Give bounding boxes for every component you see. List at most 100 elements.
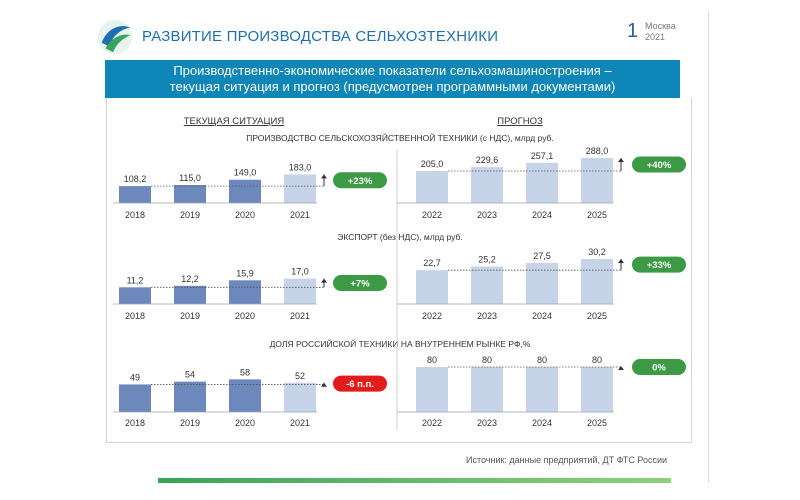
row3-current-change-badge [333, 375, 387, 392]
row2-forecast-bar-2022 [416, 270, 448, 304]
row3-forecast-year-label-2023: 2023 [477, 418, 497, 428]
row1-current-value-label-2019: 115,0 [179, 173, 201, 183]
banner-line-1: Производственно-экономические показатели… [173, 63, 612, 78]
row3-current-year-label-2019: 2019 [180, 418, 200, 428]
company-logo-icon [97, 19, 133, 55]
row1-forecast-value-label-2024: 257,1 [531, 151, 554, 161]
row3-current-change-arrow-head-icon [321, 382, 327, 387]
row2-forecast-value-label-2023: 25,2 [478, 254, 496, 264]
row2-forecast-change-badge-text: +33% [647, 260, 672, 271]
row2-current-bar-2019 [174, 285, 206, 304]
row2-current-year-label-2019: 2019 [180, 311, 200, 321]
row1-forecast-bar-2022 [416, 170, 448, 203]
row1-forecast-bar-2023 [471, 167, 503, 203]
row-title-3: ДОЛЯ РОССИЙСКОЙ ТЕХНИКИ НА ВНУТРЕННЕМ РЫ… [270, 338, 531, 349]
row-title-2: ЭКСПОРТ (без НДС), млрд руб. [337, 232, 463, 242]
year-label: 2021 [645, 32, 666, 42]
row1-current-bar-2018 [119, 186, 151, 203]
subtitle-banner: Производственно-экономические показатели… [105, 60, 680, 98]
row2-forecast-bar-2024 [526, 263, 558, 304]
row2-current-change-arrow-head-icon [321, 278, 327, 283]
banner-line-2: текущая ситуация и прогноз (предусмотрен… [169, 79, 616, 94]
row1-forecast-change-badge-text: +40% [647, 160, 672, 171]
row3-forecast-value-label-2023: 80 [482, 355, 492, 365]
row3-current-value-label-2021: 52 [295, 371, 305, 381]
row2-forecast-value-label-2024: 27,5 [533, 251, 551, 261]
row2-forecast-value-label-2025: 30,2 [588, 247, 606, 257]
row2-current-value-label-2018: 11,2 [127, 275, 144, 285]
row2-current-value-label-2021: 17,0 [291, 267, 309, 277]
row2-forecast-year-label-2023: 2023 [477, 311, 497, 321]
row2-current-change-badge [333, 274, 387, 291]
row1-current-bar-2020 [229, 179, 261, 203]
left-header: ТЕКУЩАЯ СИТУАЦИЯ [184, 116, 285, 127]
row1-forecast-year-label-2025: 2025 [587, 210, 607, 220]
row-title-1: ПРОИЗВОДСТВО СЕЛЬСКОХОЗЯЙСТВЕННОЙ ТЕХНИК… [246, 132, 554, 143]
row1-current-year-label-2021: 2021 [290, 210, 310, 220]
row3-forecast-change-badge [632, 359, 686, 375]
footer-line [158, 478, 671, 483]
row3-forecast-value-label-2025: 80 [592, 355, 602, 365]
page-title: РАЗВИТИЕ ПРОИЗВОДСТВА СЕЛЬХОЗТЕХНИКИ [142, 28, 499, 45]
row3-current-year-label-2021: 2021 [290, 418, 310, 428]
row3-current-bar-2018 [119, 384, 151, 412]
row1-current-value-label-2018: 108,2 [124, 174, 147, 184]
row2-current-change-badge-text: +7% [350, 278, 370, 289]
row3-current-bar-2019 [174, 381, 206, 412]
row2-current-year-label-2021: 2021 [290, 311, 310, 321]
source-note: Источник: данные предприятий, ДТ ФТС Рос… [466, 455, 668, 465]
row3-current-value-label-2019: 54 [185, 370, 195, 380]
row1-current-bar-2019 [174, 185, 206, 203]
row1-current-change-badge [333, 172, 387, 189]
row1-current-year-label-2018: 2018 [125, 210, 145, 220]
row2-current-value-label-2019: 12,2 [181, 274, 199, 284]
row3-forecast-year-label-2024: 2024 [532, 418, 552, 428]
row1-current-year-label-2019: 2019 [180, 210, 200, 220]
page-number: 1 [627, 20, 639, 42]
row2-current-bar-2020 [229, 280, 261, 304]
row1-forecast-value-label-2023: 229,6 [476, 155, 499, 165]
row1-current-change-arrow-head-icon [321, 174, 327, 179]
row1-current-value-label-2020: 149,0 [234, 168, 257, 178]
row1-forecast-change-badge [632, 156, 686, 173]
row1-current-change-badge-text: +23% [348, 176, 373, 187]
row2-forecast-value-label-2022: 22,7 [423, 258, 441, 268]
row1-current-bar-2021 [284, 174, 316, 203]
row1-forecast-year-label-2023: 2023 [477, 210, 497, 220]
row3-forecast-year-label-2022: 2022 [422, 418, 442, 428]
right-header: ПРОГНОЗ [497, 116, 543, 127]
row1-current-year-label-2020: 2020 [235, 210, 255, 220]
city-label: Москва [645, 21, 676, 31]
row3-forecast-value-label-2024: 80 [537, 355, 547, 365]
row2-forecast-bar-2025 [581, 259, 613, 304]
row2-forecast-bar-2023 [471, 266, 503, 304]
row3-forecast-bar-2024 [526, 367, 558, 412]
row1-forecast-bar-2025 [581, 158, 613, 203]
row3-forecast-change-arrow-head-icon [618, 366, 624, 370]
row2-current-bar-2018 [119, 287, 151, 304]
row3-current-value-label-2018: 49 [130, 372, 140, 382]
row3-current-change-badge-text: -6 п.п. [346, 379, 374, 390]
row2-current-value-label-2020: 15,9 [236, 268, 254, 278]
row2-forecast-change-arrow-head-icon [618, 259, 624, 263]
row3-forecast-bar-2022 [416, 367, 448, 412]
row2-forecast-year-label-2025: 2025 [587, 311, 607, 321]
row3-current-bar-2021 [284, 382, 316, 412]
right-divider [708, 12, 709, 482]
row1-forecast-bar-2024 [526, 162, 558, 203]
row1-forecast-change-arrow-head-icon [618, 158, 624, 162]
row2-current-year-label-2018: 2018 [125, 311, 145, 321]
city-year-label: Москва 2021 [645, 21, 676, 43]
row1-current-value-label-2021: 183,0 [289, 162, 312, 172]
row3-forecast-bar-2025 [581, 367, 613, 412]
row2-forecast-year-label-2024: 2024 [532, 311, 552, 321]
row1-forecast-year-label-2022: 2022 [422, 210, 442, 220]
row1-forecast-value-label-2025: 288,0 [586, 146, 609, 156]
row3-forecast-year-label-2025: 2025 [587, 418, 607, 428]
row2-current-year-label-2020: 2020 [235, 311, 255, 321]
row1-forecast-year-label-2024: 2024 [532, 210, 552, 220]
row1-forecast-value-label-2022: 205,0 [421, 159, 444, 169]
row3-forecast-change-badge-text: 0% [652, 363, 666, 374]
